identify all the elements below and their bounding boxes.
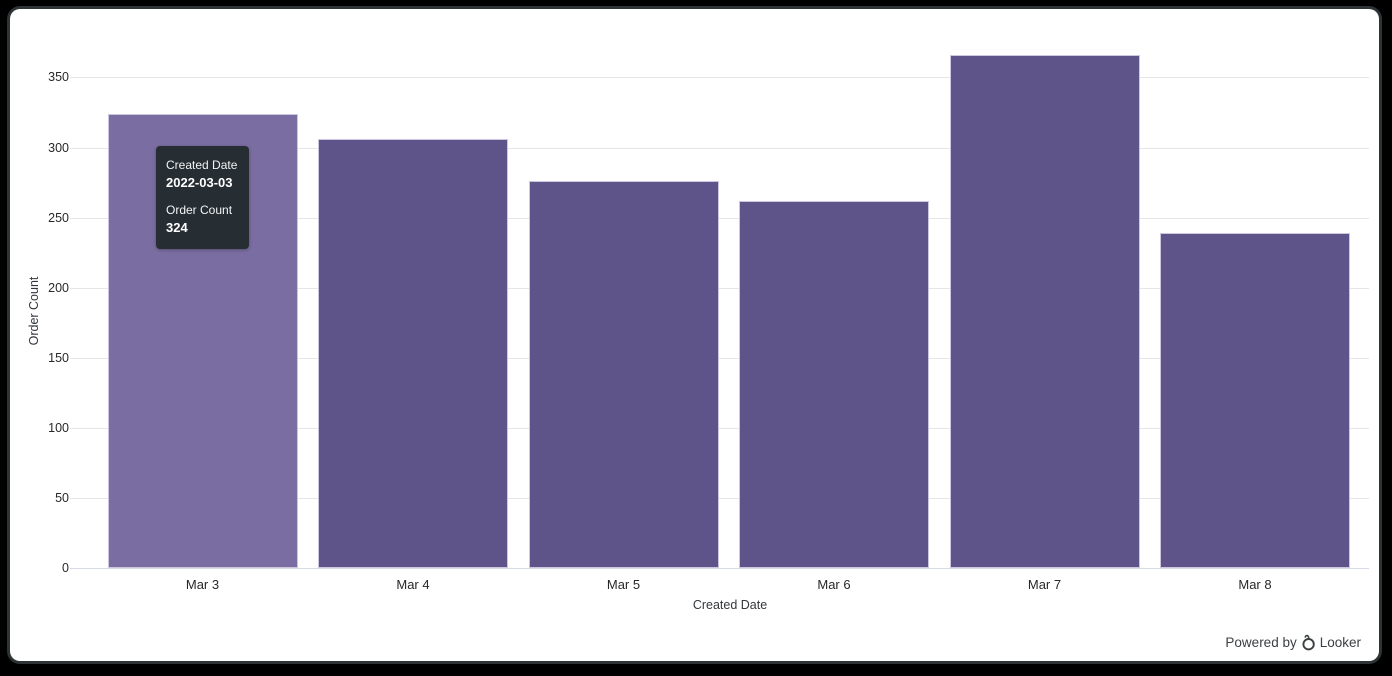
powered-by-looker[interactable]: Powered by Looker (1225, 634, 1361, 651)
looker-logo-icon (1301, 634, 1316, 651)
horizontal-gridline (70, 77, 1369, 79)
brand-text: Looker (1319, 635, 1361, 650)
powered-by-text: Powered by (1225, 635, 1297, 650)
y-axis-tick-label: 100 (48, 420, 69, 435)
x-axis-title: Created Date (692, 598, 768, 612)
chart-card: 0 50 100 150 200 250 300 350 Mar 3 Mar 4 Mar 5 Mar… (10, 9, 1379, 661)
x-axis-tick-label: Mar 3 (185, 577, 220, 592)
horizontal-gridline (70, 147, 1369, 149)
bar-mar-5[interactable] (528, 181, 719, 568)
x-axis-tick-label: Mar 7 (1027, 577, 1062, 592)
plot-area: 0 50 100 150 200 250 300 350 Mar 3 Mar 4 Mar 5 Mar… (10, 9, 1379, 661)
bar-mar-8[interactable] (1160, 233, 1350, 568)
y-axis-tick-label: 350 (48, 70, 69, 85)
horizontal-gridline (70, 427, 1369, 429)
horizontal-gridline (70, 357, 1369, 359)
x-axis-tick-label: Mar 6 (817, 577, 851, 592)
bar-mar-4[interactable] (318, 139, 508, 568)
tooltip-dimension-label: Created Date (166, 158, 238, 172)
x-axis-tick-label: Mar 8 (1238, 577, 1272, 592)
y-axis-tick-label: 0 (62, 561, 69, 575)
x-axis-line (70, 568, 1369, 569)
tooltip-measure-value: 324 (166, 219, 188, 235)
horizontal-gridline (70, 217, 1369, 219)
tooltip-measure-label: Order Count (166, 202, 233, 217)
bar-mar-6[interactable] (739, 200, 929, 568)
tooltip-dimension-value: 2022-03-03 (166, 175, 233, 190)
y-axis-tick-label: 150 (48, 350, 69, 365)
x-axis-tick-label: Mar 5 (606, 577, 641, 592)
y-axis-tick-label: 300 (48, 140, 69, 155)
horizontal-gridline (70, 287, 1369, 289)
horizontal-gridline (70, 497, 1369, 499)
chart-tooltip: Created Date 2022-03-03 Order Count 324 (156, 146, 249, 249)
y-axis-tick-label: 250 (48, 210, 69, 225)
y-axis-tick-label: 200 (48, 280, 69, 295)
y-axis-title: Order Count (27, 276, 41, 346)
y-axis-tick-label: 50 (55, 490, 69, 505)
bar-mar-7[interactable] (949, 55, 1140, 568)
x-axis-tick-label: Mar 4 (396, 577, 430, 592)
